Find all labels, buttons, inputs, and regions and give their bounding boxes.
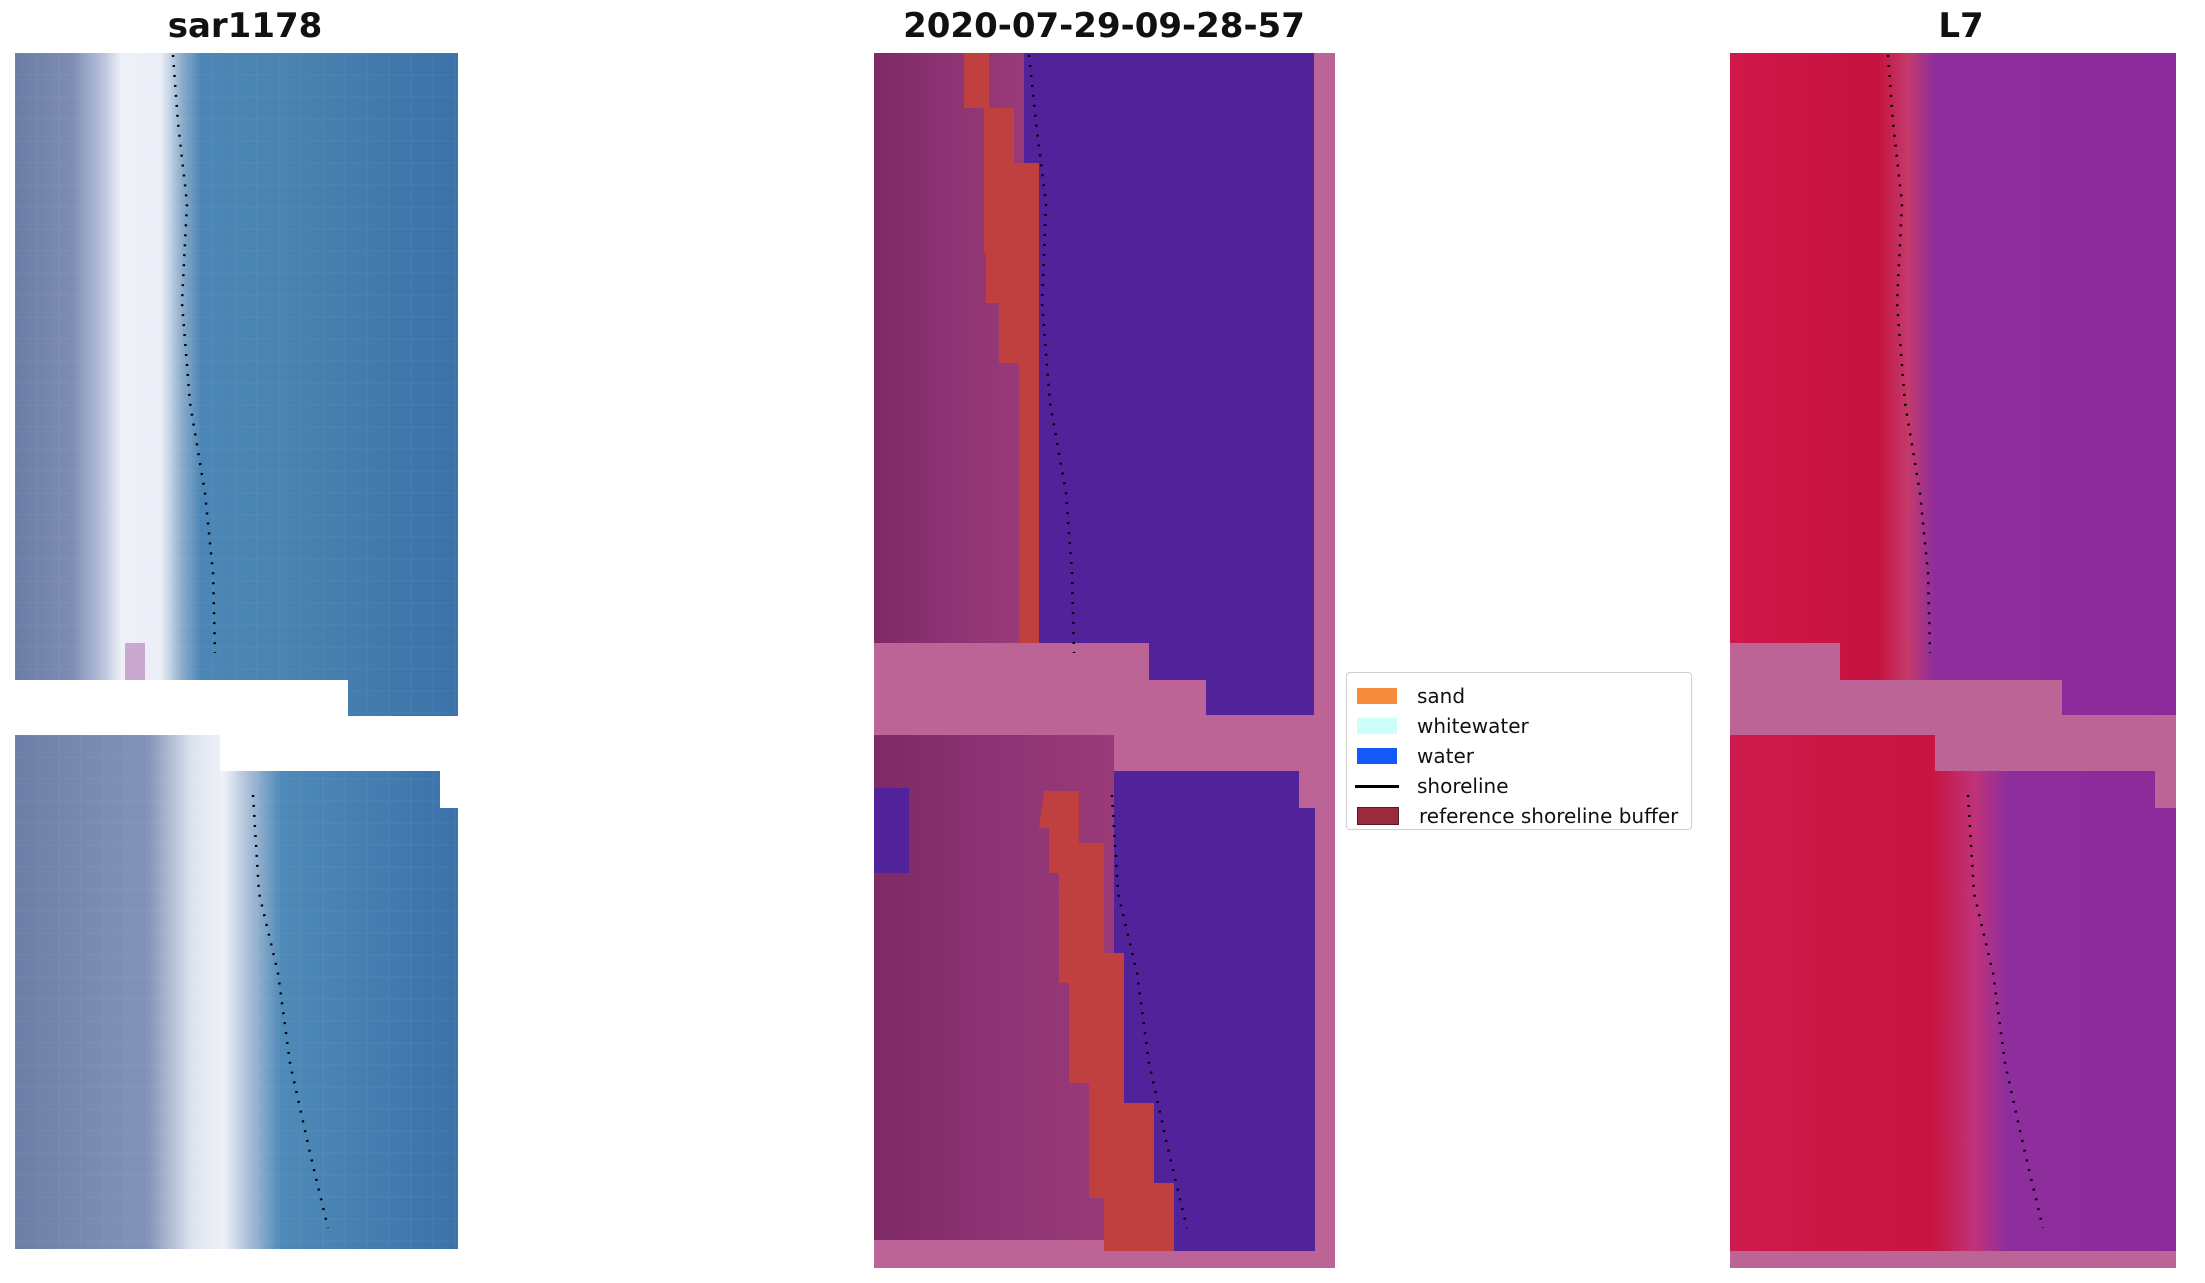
legend-label-sand: sand [1417, 684, 1466, 708]
legend-label-whitewater: whitewater [1417, 714, 1529, 738]
shoreline-dots-left-top [171, 54, 217, 654]
legend-label-water: water [1417, 744, 1474, 768]
shoreline-dots-center-top [1027, 54, 1076, 654]
buffer-swatch [1357, 807, 1399, 825]
shoreline-line-swatch [1355, 784, 1399, 788]
center-panel-title: 2020-07-29-09-28-57 [903, 6, 1305, 46]
legend: sand whitewater water shoreline referenc… [1346, 672, 1692, 830]
shoreline-dots-right-bottom [1966, 794, 2045, 1229]
shoreline-dots-center-bottom [1110, 794, 1189, 1229]
legend-label-shoreline: shoreline [1417, 774, 1509, 798]
legend-item-sand: sand [1347, 683, 1465, 709]
shoreline-dots-right-top [1886, 54, 1932, 654]
classified-image-panel [874, 53, 1335, 1268]
sand-swatch [1357, 688, 1397, 704]
whitewater-swatch [1357, 718, 1397, 734]
left-panel-title: sar1178 [167, 6, 323, 46]
legend-item-water: water [1347, 743, 1474, 769]
legend-item-whitewater: whitewater [1347, 713, 1529, 739]
legend-label-buffer: reference shoreline buffer [1419, 804, 1679, 828]
legend-item-shoreline: shoreline [1347, 773, 1509, 799]
rgb-image-panel [15, 53, 458, 1249]
legend-item-buffer: reference shoreline buffer [1347, 803, 1678, 829]
water-swatch [1357, 748, 1397, 764]
shoreline-dots-left-bottom [251, 794, 330, 1229]
right-panel-title: L7 [1938, 6, 1984, 46]
index-image-panel [1730, 53, 2176, 1268]
